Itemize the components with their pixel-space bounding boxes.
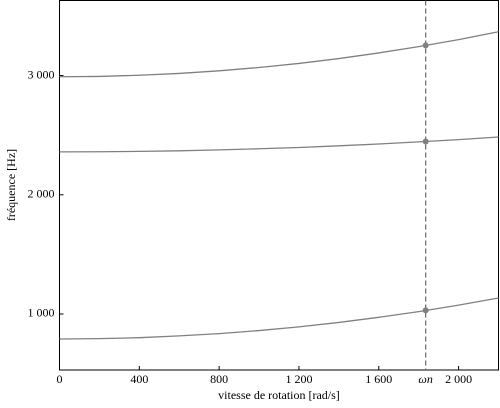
marker bbox=[422, 138, 429, 145]
x-axis-label: vitesse de rotation [rad/s] bbox=[218, 388, 340, 402]
y-tick-label: 1 000 bbox=[28, 306, 55, 320]
x-tick-label: 800 bbox=[210, 372, 228, 386]
line bbox=[59, 297, 499, 340]
x-tick-label: 0 bbox=[57, 372, 63, 386]
marker bbox=[422, 307, 429, 314]
y-tick-label: 3 000 bbox=[28, 67, 55, 81]
y-axis-label: fréquence [Hz] bbox=[4, 149, 18, 221]
reference-label: ωn bbox=[418, 372, 432, 386]
x-tick-label: 1 600 bbox=[365, 372, 392, 386]
x-tick-label: 1 200 bbox=[285, 372, 312, 386]
y-tick-label: 2 000 bbox=[28, 187, 55, 201]
marker bbox=[422, 42, 429, 49]
x-tick-label: 2 000 bbox=[445, 372, 472, 386]
plot-frame bbox=[59, 0, 499, 371]
x-tick-label: 400 bbox=[130, 372, 148, 386]
line bbox=[59, 136, 499, 153]
line bbox=[59, 31, 499, 78]
